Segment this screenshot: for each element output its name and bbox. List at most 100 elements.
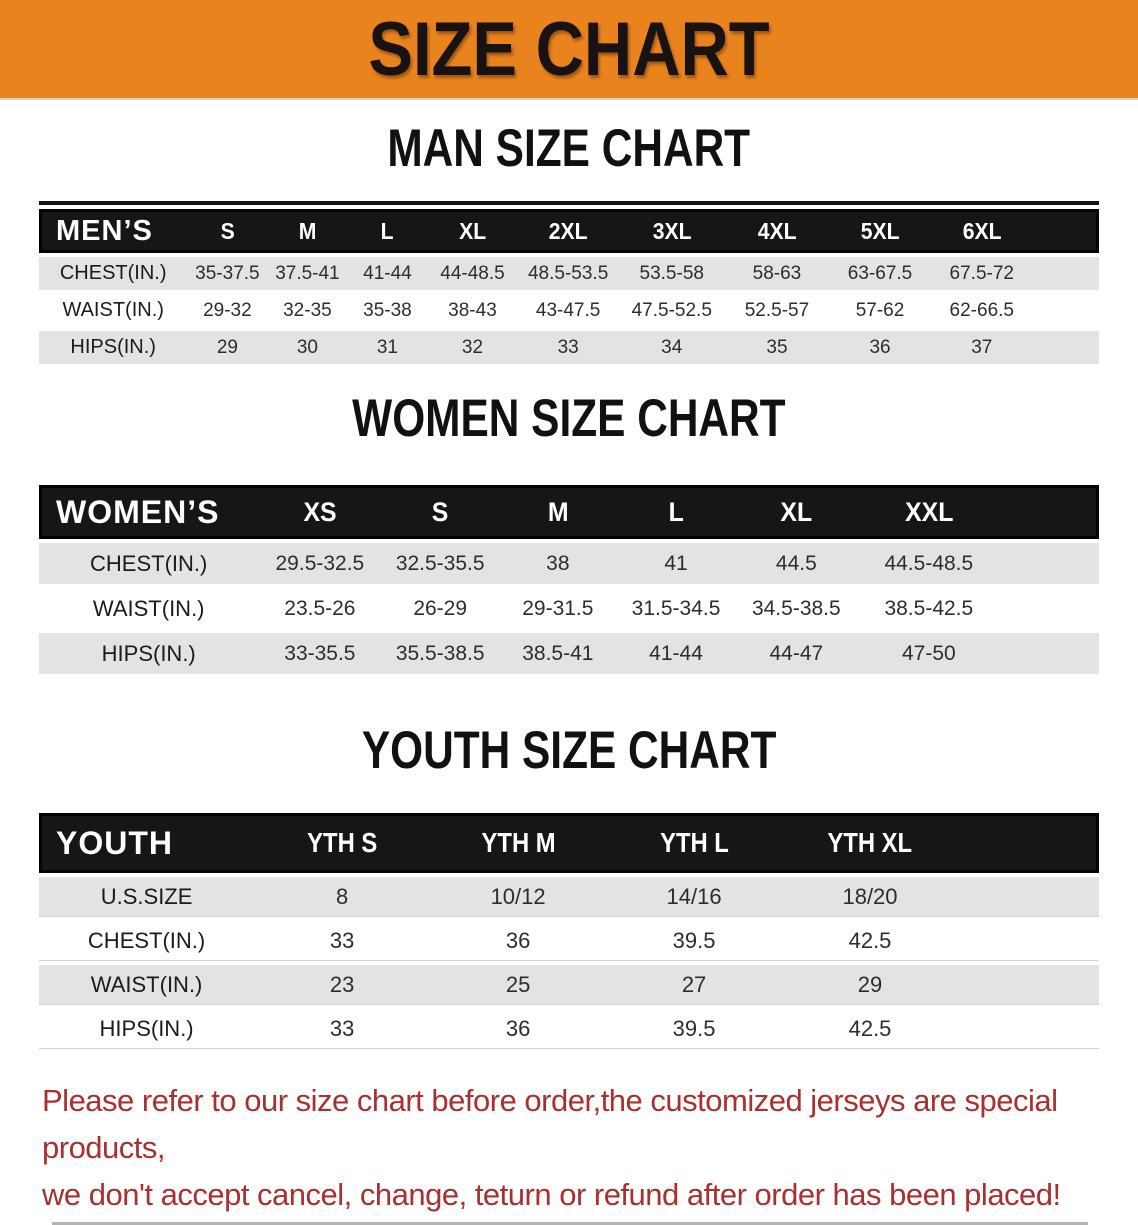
size-column-header-yth-m: YTH M [430, 813, 607, 873]
womens-header-row: WOMEN’S XS S M L XL XXL [39, 485, 1099, 539]
size-value-cell: 29 [187, 331, 268, 364]
size-value-cell: 47.5-52.5 [618, 294, 725, 327]
size-value-cell: 34.5-38.5 [735, 588, 858, 629]
size-value-cell: 14/16 [606, 877, 783, 917]
size-value-cell: 35.5-38.5 [381, 633, 500, 674]
size-value-cell: 62-66.5 [930, 294, 1033, 327]
size-value-cell: 34 [618, 331, 725, 364]
table-row-chest: CHEST(IN.) 35-37.5 37.5-41 41-44 44-48.5… [39, 257, 1099, 290]
size-column-header-m: M [499, 485, 617, 539]
size-column-header-xxl: XXL [857, 485, 1001, 539]
size-value-cell: 29-31.5 [499, 588, 617, 629]
women-section-heading-text: WOMEN SIZE CHART [352, 389, 786, 448]
size-value-cell: 33 [254, 921, 431, 961]
size-column-header-yth-l: YTH L [606, 813, 783, 873]
size-value-cell: 42.5 [782, 921, 958, 961]
size-value-cell: 36 [430, 1009, 607, 1049]
row-spacer [1032, 294, 1099, 327]
size-value-cell: 44-47 [735, 633, 858, 674]
size-value-cell: 29.5-32.5 [258, 543, 382, 584]
women-section-heading: WOMEN SIZE CHART [0, 392, 1138, 459]
table-row-hips: HIPS(IN.) 33 36 39.5 42.5 [39, 1009, 1099, 1049]
size-value-cell: 41-44 [616, 633, 736, 674]
size-value-cell: 31.5-34.5 [616, 588, 736, 629]
order-policy-line-1: Please refer to our size chart before or… [42, 1083, 1058, 1165]
size-value-cell: 35-38 [347, 294, 428, 327]
size-value-cell: 38.5-42.5 [857, 588, 1001, 629]
youth-header-row: YOUTH YTH S YTH M YTH L YTH XL [39, 813, 1099, 873]
size-value-cell: 33 [517, 331, 619, 364]
size-column-header-yth-xl: YTH XL [782, 813, 958, 873]
size-column-header-s: S [187, 209, 268, 253]
size-value-cell: 57-62 [829, 294, 931, 327]
size-column-header-xs: XS [258, 485, 382, 539]
measurement-row-label: WAIST(IN.) [39, 294, 188, 327]
order-policy-line-2: we don't accept cancel, change, teturn o… [42, 1177, 1061, 1212]
row-spacer [957, 965, 1099, 1005]
header-spacer [957, 813, 1099, 873]
size-value-cell: 38.5-41 [499, 633, 617, 674]
table-row-us-size: U.S.SIZE 8 10/12 14/16 18/20 [39, 877, 1099, 917]
table-row-hips: HIPS(IN.) 29 30 31 32 33 34 35 36 37 [39, 331, 1099, 364]
mens-table-title: MEN’S [39, 209, 188, 253]
size-value-cell: 18/20 [782, 877, 958, 917]
row-spacer [1032, 257, 1099, 290]
size-value-cell: 67.5-72 [930, 257, 1033, 290]
size-value-cell: 38-43 [427, 294, 518, 327]
size-value-cell: 26-29 [381, 588, 500, 629]
size-column-header-xl: XL [427, 209, 518, 253]
size-value-cell: 38 [499, 543, 617, 584]
womens-table-title: WOMEN’S [39, 485, 259, 539]
size-column-header-s: S [381, 485, 500, 539]
youth-table-title: YOUTH [39, 813, 255, 873]
size-value-cell: 33 [254, 1009, 431, 1049]
size-value-cell: 44-48.5 [427, 257, 518, 290]
size-value-cell: 23.5-26 [258, 588, 382, 629]
measurement-row-label: U.S.SIZE [39, 877, 255, 917]
man-section-heading: MAN SIZE CHART [0, 122, 1138, 189]
table-row-chest: CHEST(IN.) 33 36 39.5 42.5 [39, 921, 1099, 961]
size-value-cell: 44.5 [735, 543, 858, 584]
youth-section-heading-text: YOUTH SIZE CHART [361, 721, 777, 780]
size-column-header-6xl: 6XL [930, 209, 1033, 253]
womens-size-table: WOMEN’S XS S M L XL XXL CHEST(IN.) 29.5-… [39, 481, 1099, 678]
size-column-header-yth-s: YTH S [254, 813, 431, 873]
size-column-header-m: M [267, 209, 348, 253]
size-value-cell: 30 [267, 331, 348, 364]
mens-header-row: MEN’S S M L XL 2XL 3XL 4XL 5XL 6XL [39, 209, 1099, 253]
size-column-header-3xl: 3XL [618, 209, 725, 253]
row-spacer [957, 921, 1099, 961]
size-value-cell: 39.5 [606, 921, 783, 961]
measurement-row-label: HIPS(IN.) [39, 331, 188, 364]
size-value-cell: 32-35 [267, 294, 348, 327]
row-spacer [957, 877, 1099, 917]
size-value-cell: 10/12 [430, 877, 607, 917]
table-row-waist: WAIST(IN.) 23.5-26 26-29 29-31.5 31.5-34… [39, 588, 1099, 629]
size-value-cell: 37 [930, 331, 1033, 364]
size-column-header-5xl: 5XL [829, 209, 931, 253]
size-value-cell: 42.5 [782, 1009, 958, 1049]
table-row-hips: HIPS(IN.) 33-35.5 35.5-38.5 38.5-41 41-4… [39, 633, 1099, 674]
row-spacer [1000, 588, 1099, 629]
mens-size-table: MEN’S S M L XL 2XL 3XL 4XL 5XL 6XL CHEST… [39, 205, 1099, 368]
size-value-cell: 35 [724, 331, 830, 364]
order-policy-note: Please refer to our size chart before or… [42, 1077, 1098, 1218]
size-column-header-l: L [616, 485, 736, 539]
header-spacer [1000, 485, 1099, 539]
size-value-cell: 35-37.5 [187, 257, 268, 290]
size-value-cell: 23 [254, 965, 431, 1005]
measurement-row-label: CHEST(IN.) [39, 257, 188, 290]
measurement-row-label: CHEST(IN.) [39, 543, 259, 584]
size-value-cell: 29 [782, 965, 958, 1005]
measurement-row-label: WAIST(IN.) [39, 588, 259, 629]
row-spacer [1000, 633, 1099, 674]
size-column-header-2xl: 2XL [517, 209, 619, 253]
table-row-waist: WAIST(IN.) 29-32 32-35 35-38 38-43 43-47… [39, 294, 1099, 327]
size-value-cell: 33-35.5 [258, 633, 382, 674]
row-spacer [957, 1009, 1099, 1049]
size-value-cell: 36 [430, 921, 607, 961]
table-row-waist: WAIST(IN.) 23 25 27 29 [39, 965, 1099, 1005]
size-value-cell: 41-44 [347, 257, 428, 290]
man-section-heading-text: MAN SIZE CHART [387, 119, 751, 178]
mens-table-top-rule [39, 201, 1099, 205]
